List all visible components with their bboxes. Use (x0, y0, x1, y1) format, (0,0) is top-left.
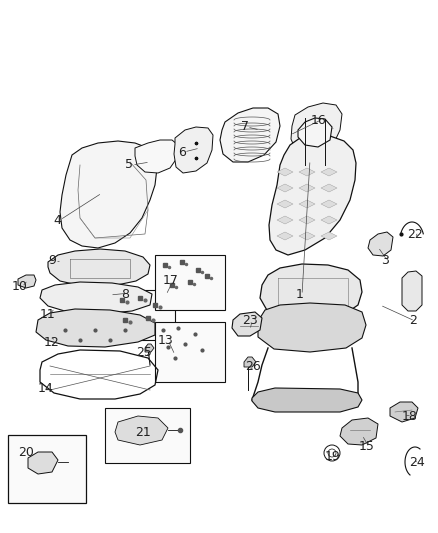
Text: 19: 19 (325, 450, 341, 464)
Text: 12: 12 (44, 335, 60, 349)
Polygon shape (48, 249, 150, 286)
Bar (110, 290, 175, 340)
Polygon shape (260, 264, 362, 322)
Text: 23: 23 (242, 314, 258, 327)
Polygon shape (258, 303, 366, 352)
Text: 22: 22 (407, 228, 423, 240)
Polygon shape (277, 184, 293, 192)
Polygon shape (28, 452, 58, 474)
Polygon shape (299, 168, 315, 176)
Text: 8: 8 (121, 288, 129, 302)
Polygon shape (277, 216, 293, 224)
Polygon shape (340, 418, 378, 445)
Polygon shape (220, 108, 280, 162)
Polygon shape (321, 232, 337, 240)
Text: 26: 26 (245, 360, 261, 374)
Polygon shape (269, 135, 356, 255)
Polygon shape (299, 200, 315, 208)
Polygon shape (18, 275, 36, 288)
Polygon shape (321, 168, 337, 176)
Polygon shape (244, 357, 256, 367)
Text: 13: 13 (158, 334, 174, 346)
Bar (8, 435, 86, 503)
Polygon shape (321, 200, 337, 208)
Polygon shape (36, 309, 155, 347)
Text: 5: 5 (125, 158, 133, 172)
Bar (105, 408, 190, 463)
Text: 9: 9 (48, 254, 56, 268)
Text: 21: 21 (135, 425, 151, 439)
Text: 15: 15 (359, 440, 375, 454)
Text: 7: 7 (241, 120, 249, 133)
Bar (155, 255, 225, 310)
Polygon shape (321, 216, 337, 224)
Text: 6: 6 (178, 146, 186, 158)
Polygon shape (40, 282, 152, 314)
Polygon shape (135, 140, 178, 173)
Bar (155, 322, 225, 382)
Polygon shape (402, 271, 422, 311)
Polygon shape (368, 232, 393, 256)
Polygon shape (277, 200, 293, 208)
Text: 16: 16 (311, 114, 327, 126)
Polygon shape (145, 344, 154, 352)
Polygon shape (298, 118, 332, 147)
Text: 17: 17 (163, 274, 179, 287)
Polygon shape (299, 184, 315, 192)
Polygon shape (390, 402, 418, 422)
Text: 14: 14 (38, 382, 54, 394)
Text: 25: 25 (136, 345, 152, 359)
Polygon shape (321, 184, 337, 192)
Polygon shape (60, 141, 157, 248)
Polygon shape (174, 127, 213, 173)
Polygon shape (115, 416, 168, 445)
Text: 24: 24 (409, 456, 425, 470)
Text: 1: 1 (296, 288, 304, 302)
Polygon shape (291, 103, 342, 157)
Text: 10: 10 (12, 280, 28, 294)
Polygon shape (232, 312, 262, 336)
Polygon shape (299, 216, 315, 224)
Text: 4: 4 (53, 214, 61, 227)
Text: 3: 3 (381, 254, 389, 266)
Text: 20: 20 (18, 447, 34, 459)
Polygon shape (299, 232, 315, 240)
Text: 18: 18 (402, 409, 418, 423)
Polygon shape (252, 388, 362, 412)
Text: 11: 11 (40, 308, 56, 320)
Polygon shape (277, 168, 293, 176)
Polygon shape (277, 232, 293, 240)
Text: 2: 2 (409, 314, 417, 327)
